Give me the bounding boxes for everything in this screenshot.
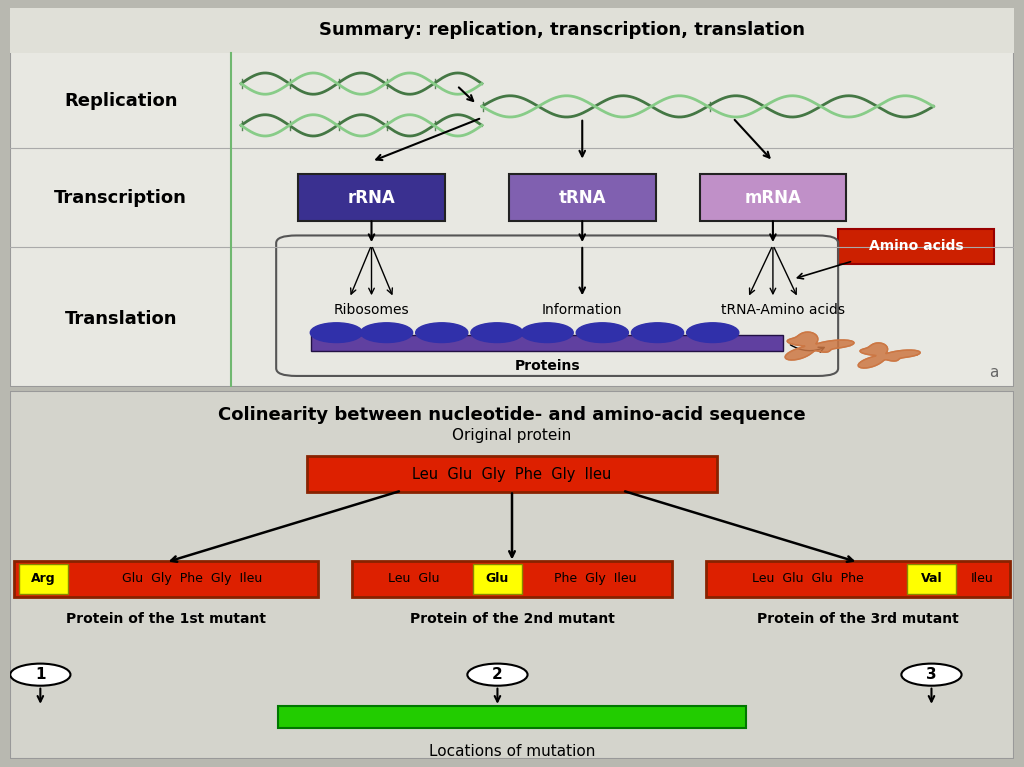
FancyBboxPatch shape xyxy=(707,561,1011,597)
Circle shape xyxy=(416,323,468,343)
Text: Ileu: Ileu xyxy=(971,572,993,585)
FancyBboxPatch shape xyxy=(509,173,655,222)
FancyBboxPatch shape xyxy=(699,173,846,222)
Text: Protein of the 2nd mutant: Protein of the 2nd mutant xyxy=(410,612,614,626)
Text: Arg: Arg xyxy=(31,572,55,585)
FancyBboxPatch shape xyxy=(298,173,444,222)
Circle shape xyxy=(632,323,684,343)
Circle shape xyxy=(687,323,738,343)
Text: 1: 1 xyxy=(35,667,46,682)
Text: Proteins: Proteins xyxy=(514,360,580,374)
Text: tRNA-Amino acids: tRNA-Amino acids xyxy=(721,303,845,317)
Polygon shape xyxy=(858,343,921,368)
FancyBboxPatch shape xyxy=(473,565,522,594)
Text: Transcription: Transcription xyxy=(54,189,187,206)
Text: Ribosomes: Ribosomes xyxy=(334,303,410,317)
Text: Translation: Translation xyxy=(65,310,177,328)
Text: Leu  Glu  Gly  Phe  Gly  Ileu: Leu Glu Gly Phe Gly Ileu xyxy=(413,466,611,482)
Text: rRNA: rRNA xyxy=(347,189,395,206)
Text: 2: 2 xyxy=(493,667,503,682)
FancyBboxPatch shape xyxy=(311,335,783,351)
Circle shape xyxy=(360,323,413,343)
FancyBboxPatch shape xyxy=(13,561,317,597)
Text: Summary: replication, transcription, translation: Summary: replication, transcription, tra… xyxy=(319,21,805,39)
Circle shape xyxy=(577,323,629,343)
Text: mRNA: mRNA xyxy=(744,189,802,206)
Text: Protein of the 1st mutant: Protein of the 1st mutant xyxy=(66,612,266,626)
FancyBboxPatch shape xyxy=(907,565,956,594)
Text: Leu  Glu  Glu  Phe: Leu Glu Glu Phe xyxy=(753,572,864,585)
Circle shape xyxy=(467,663,527,686)
FancyBboxPatch shape xyxy=(279,706,745,728)
FancyBboxPatch shape xyxy=(18,565,68,594)
Circle shape xyxy=(521,323,573,343)
Polygon shape xyxy=(785,332,854,360)
Text: Glu: Glu xyxy=(485,572,509,585)
Text: 3: 3 xyxy=(926,667,937,682)
Circle shape xyxy=(471,323,523,343)
Text: Replication: Replication xyxy=(63,92,177,110)
Text: a: a xyxy=(989,365,998,380)
Text: Protein of the 3rd mutant: Protein of the 3rd mutant xyxy=(758,612,959,626)
Circle shape xyxy=(10,663,71,686)
FancyBboxPatch shape xyxy=(307,456,717,492)
Text: Glu  Gly  Phe  Gly  Ileu: Glu Gly Phe Gly Ileu xyxy=(122,572,262,585)
FancyBboxPatch shape xyxy=(10,8,1014,53)
FancyBboxPatch shape xyxy=(10,391,1014,759)
Text: Leu  Glu: Leu Glu xyxy=(388,572,440,585)
Text: tRNA: tRNA xyxy=(558,189,606,206)
Text: Colinearity between nucleotide- and amino-acid sequence: Colinearity between nucleotide- and amin… xyxy=(218,406,806,424)
Circle shape xyxy=(901,663,962,686)
Text: Val: Val xyxy=(921,572,942,585)
FancyBboxPatch shape xyxy=(838,229,993,264)
FancyBboxPatch shape xyxy=(10,8,1014,387)
Text: Original protein: Original protein xyxy=(453,428,571,443)
Text: Locations of mutation: Locations of mutation xyxy=(429,743,595,759)
Text: Amino acids: Amino acids xyxy=(868,239,964,253)
Text: Information: Information xyxy=(542,303,623,317)
Circle shape xyxy=(310,323,362,343)
Text: Phe  Gly  Ileu: Phe Gly Ileu xyxy=(554,572,637,585)
FancyBboxPatch shape xyxy=(352,561,672,597)
